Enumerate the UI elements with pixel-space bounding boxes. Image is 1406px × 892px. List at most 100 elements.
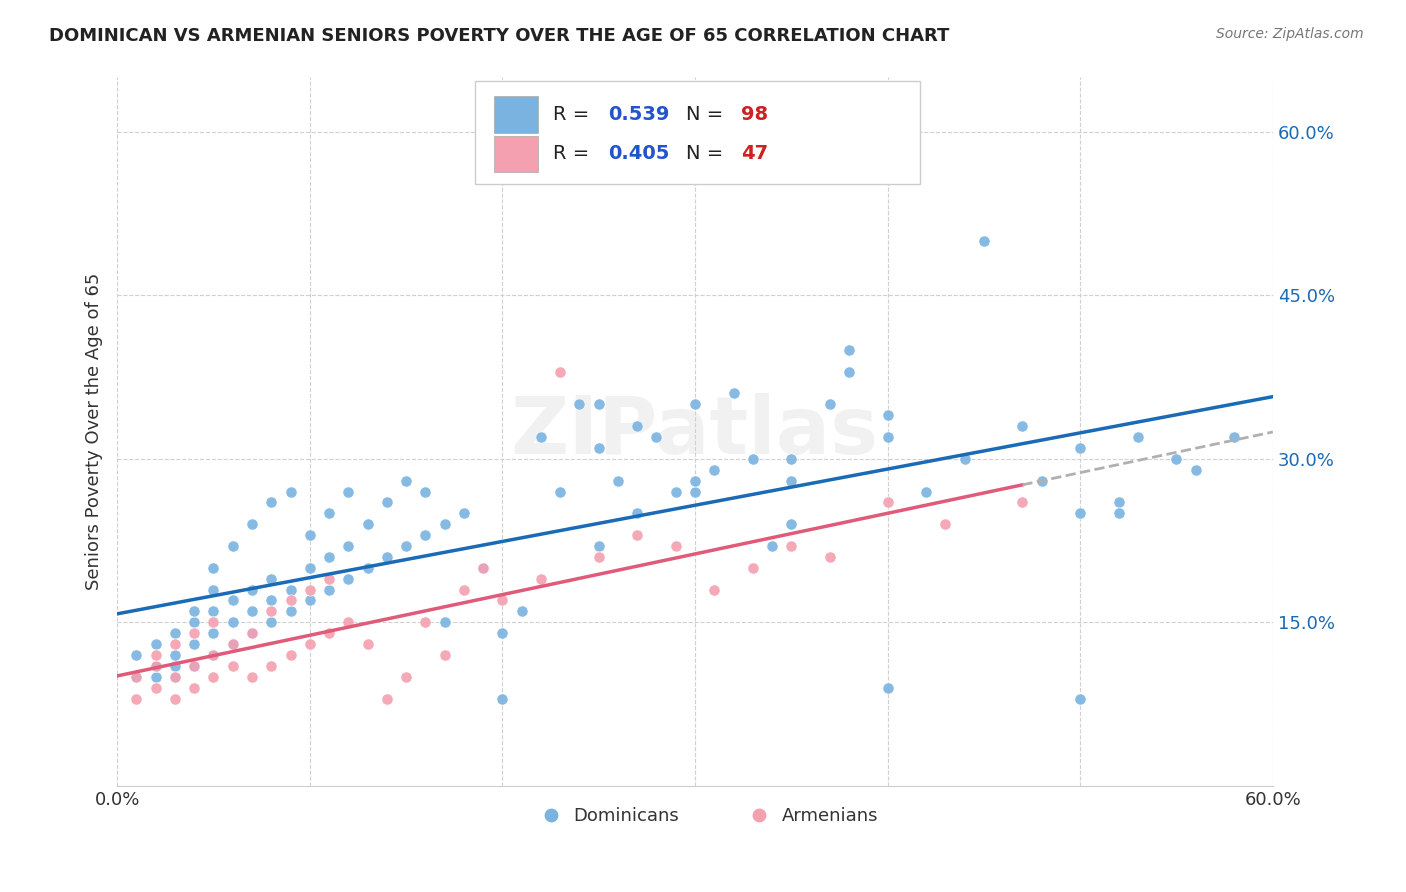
- Point: [202, 561, 225, 575]
- Point: [973, 234, 995, 248]
- Point: [260, 604, 283, 618]
- Point: [298, 637, 321, 651]
- Point: [1011, 419, 1033, 434]
- Point: [183, 637, 205, 651]
- Point: [222, 539, 245, 553]
- Point: [163, 626, 186, 640]
- Point: [202, 648, 225, 662]
- Point: [953, 451, 976, 466]
- Point: [260, 572, 283, 586]
- Text: R =: R =: [553, 145, 595, 163]
- Point: [240, 626, 263, 640]
- Point: [395, 539, 418, 553]
- Point: [375, 691, 398, 706]
- Point: [375, 549, 398, 564]
- Point: [588, 539, 610, 553]
- Point: [183, 604, 205, 618]
- Point: [240, 626, 263, 640]
- Point: [741, 561, 763, 575]
- Point: [780, 539, 803, 553]
- Point: [1108, 506, 1130, 520]
- Point: [530, 430, 553, 444]
- FancyBboxPatch shape: [475, 81, 921, 184]
- Point: [1069, 441, 1091, 455]
- Text: R =: R =: [553, 104, 595, 124]
- Point: [876, 409, 898, 423]
- Point: [1011, 495, 1033, 509]
- Point: [240, 582, 263, 597]
- Text: DOMINICAN VS ARMENIAN SENIORS POVERTY OVER THE AGE OF 65 CORRELATION CHART: DOMINICAN VS ARMENIAN SENIORS POVERTY OV…: [49, 27, 949, 45]
- Point: [1108, 495, 1130, 509]
- Point: [318, 549, 340, 564]
- Point: [433, 615, 456, 630]
- Point: [915, 484, 938, 499]
- Point: [1126, 430, 1149, 444]
- Point: [838, 365, 860, 379]
- Point: [222, 658, 245, 673]
- Point: [183, 681, 205, 695]
- Point: [876, 430, 898, 444]
- Point: [125, 648, 148, 662]
- Point: [934, 517, 956, 532]
- Text: ZIPatlas: ZIPatlas: [510, 392, 879, 471]
- Point: [280, 582, 302, 597]
- Point: [260, 495, 283, 509]
- Point: [222, 593, 245, 607]
- Point: [240, 517, 263, 532]
- Point: [415, 528, 437, 542]
- Point: [568, 397, 591, 411]
- Point: [491, 691, 513, 706]
- Point: [626, 528, 648, 542]
- Point: [1031, 474, 1053, 488]
- Point: [645, 430, 668, 444]
- Point: [318, 582, 340, 597]
- Point: [356, 637, 378, 651]
- Point: [125, 670, 148, 684]
- Point: [683, 474, 706, 488]
- Point: [780, 474, 803, 488]
- Point: [818, 397, 841, 411]
- FancyBboxPatch shape: [494, 95, 538, 133]
- Point: [683, 484, 706, 499]
- Point: [183, 658, 205, 673]
- Point: [222, 637, 245, 651]
- Point: [298, 593, 321, 607]
- Point: [703, 582, 725, 597]
- Point: [298, 561, 321, 575]
- Point: [222, 615, 245, 630]
- Point: [433, 648, 456, 662]
- Text: N =: N =: [686, 145, 730, 163]
- Text: 98: 98: [741, 104, 768, 124]
- Point: [318, 626, 340, 640]
- Point: [530, 572, 553, 586]
- Text: Dominicans: Dominicans: [574, 806, 679, 825]
- Point: [260, 658, 283, 673]
- Point: [145, 637, 167, 651]
- Point: [298, 582, 321, 597]
- Point: [163, 670, 186, 684]
- Point: [415, 615, 437, 630]
- Point: [163, 648, 186, 662]
- Point: [183, 615, 205, 630]
- Point: [876, 681, 898, 695]
- Point: [395, 474, 418, 488]
- Point: [163, 637, 186, 651]
- Point: [145, 681, 167, 695]
- Point: [240, 670, 263, 684]
- Point: [665, 539, 688, 553]
- Point: [280, 484, 302, 499]
- Point: [337, 539, 360, 553]
- Point: [145, 648, 167, 662]
- Point: [683, 397, 706, 411]
- Point: [145, 658, 167, 673]
- Point: [222, 637, 245, 651]
- Point: [337, 484, 360, 499]
- Point: [1175, 824, 1198, 838]
- Point: [838, 343, 860, 357]
- Point: [472, 561, 495, 575]
- Point: [356, 561, 378, 575]
- Point: [588, 549, 610, 564]
- Point: [491, 593, 513, 607]
- Point: [280, 604, 302, 618]
- Point: [761, 539, 783, 553]
